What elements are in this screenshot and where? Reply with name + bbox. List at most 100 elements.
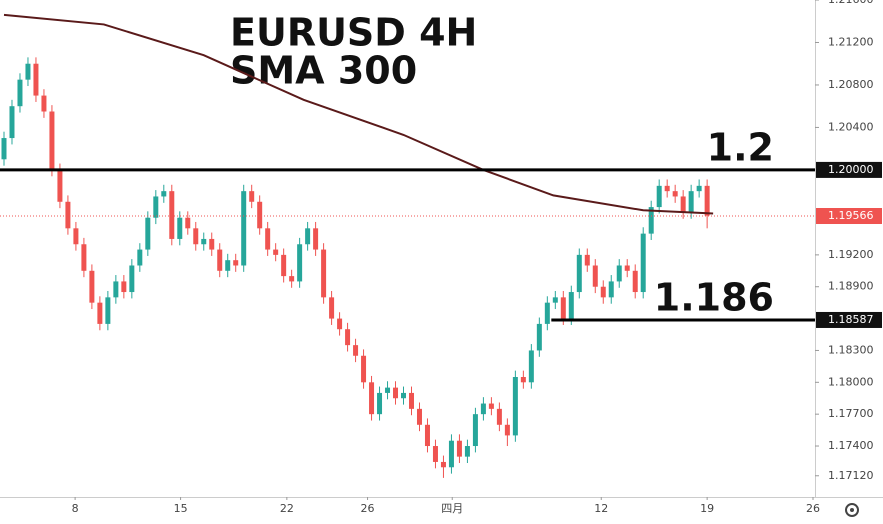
last-price-label: 1.19566 <box>828 209 874 222</box>
candle-body <box>520 376 526 383</box>
candle-body <box>185 217 191 229</box>
candle-body <box>640 233 646 293</box>
candle-body <box>584 254 590 266</box>
candle-body <box>265 228 271 250</box>
level-annotation: 1.186 <box>654 275 774 319</box>
candle-body <box>121 281 127 293</box>
candle-body <box>656 185 662 208</box>
candle-body <box>129 265 135 293</box>
annotation: EURUSD 4H <box>230 11 477 55</box>
x-tick-label: 15 <box>174 502 188 515</box>
candle-body <box>464 446 470 457</box>
candle-body <box>281 254 287 277</box>
candle-body <box>217 249 223 271</box>
candle-body <box>632 270 638 293</box>
candle-body <box>401 392 407 399</box>
x-tick-label: 四月 <box>441 502 463 515</box>
candle-body <box>480 403 486 415</box>
candle-body <box>305 228 311 245</box>
candle-body <box>369 382 375 415</box>
x-tick-label: 22 <box>280 502 294 515</box>
candle-body <box>161 191 167 197</box>
candle-body <box>472 414 478 447</box>
candle-body <box>145 217 151 250</box>
candle-body <box>345 329 351 346</box>
candle-body <box>385 387 391 393</box>
candle-body <box>105 297 111 324</box>
candle-body <box>201 238 207 245</box>
candle-body <box>337 318 343 330</box>
candle-body <box>416 408 422 425</box>
candle-body <box>393 387 399 399</box>
candle-body <box>448 440 454 468</box>
x-tick-label: 26 <box>361 502 375 515</box>
candle-body <box>664 185 670 192</box>
candle-body <box>241 191 247 266</box>
candle-body <box>73 228 79 245</box>
candle-body <box>321 249 327 298</box>
y-tick-label: 1.20800 <box>828 78 874 91</box>
candle-body <box>688 191 694 213</box>
candle-body <box>313 228 319 250</box>
sma-line <box>3 13 714 215</box>
candle-body <box>680 196 686 213</box>
y-tick-label: 1.18300 <box>828 343 874 356</box>
candle-body <box>408 392 414 409</box>
candle-body <box>193 228 199 245</box>
candle-body <box>9 106 15 139</box>
candle-body <box>432 446 438 462</box>
candle-body <box>624 265 630 271</box>
settings-icon[interactable] <box>845 503 859 517</box>
candle-body <box>536 323 542 351</box>
candle-body <box>361 355 367 383</box>
y-tick-label: 1.18900 <box>828 280 874 293</box>
candle-body <box>424 424 430 447</box>
candle-body <box>704 185 710 216</box>
candle-body <box>89 270 95 303</box>
candle-body <box>568 292 574 319</box>
candle-body <box>696 185 702 192</box>
x-tick-label: 19 <box>700 502 714 515</box>
candle-body <box>233 260 239 266</box>
level-annotation: 1.2 <box>707 125 774 169</box>
candle-body <box>297 244 303 282</box>
candle-body <box>560 297 566 319</box>
y-tick-label: 1.20400 <box>828 120 874 133</box>
x-tick-label: 26 <box>806 502 820 515</box>
candle-body <box>456 440 462 457</box>
candle-body <box>440 461 446 468</box>
candle-body <box>137 249 143 266</box>
candle-body <box>377 392 383 415</box>
candle-body <box>1 138 7 160</box>
candle-body <box>353 345 359 356</box>
y-tick-label: 1.21600 <box>828 0 874 6</box>
candle-body <box>81 244 87 271</box>
candle-body <box>25 63 31 80</box>
candle-body <box>592 265 598 287</box>
candle-body <box>153 196 159 218</box>
y-tick-label: 1.17400 <box>828 439 874 452</box>
candle-body <box>600 286 606 298</box>
level-label-box <box>816 161 882 178</box>
y-tick-label: 1.19200 <box>828 248 874 261</box>
candle-body <box>608 281 614 298</box>
candle-body <box>496 408 502 425</box>
candle-body <box>488 403 494 409</box>
candle-body <box>257 201 263 229</box>
y-tick-label: 1.18000 <box>828 375 874 388</box>
candle-body <box>544 302 550 324</box>
candle-body <box>672 191 678 197</box>
candle-body <box>169 191 175 239</box>
plot-area <box>0 13 815 478</box>
candle-body <box>225 260 231 271</box>
candle-body <box>576 254 582 293</box>
candle-body <box>113 281 119 298</box>
level-axis-label: 1.20000 <box>828 163 874 176</box>
candle-body <box>41 95 47 112</box>
x-tick-label: 8 <box>72 502 79 515</box>
candle-body <box>552 297 558 303</box>
candle-body <box>616 265 622 282</box>
candle-body <box>512 376 518 436</box>
